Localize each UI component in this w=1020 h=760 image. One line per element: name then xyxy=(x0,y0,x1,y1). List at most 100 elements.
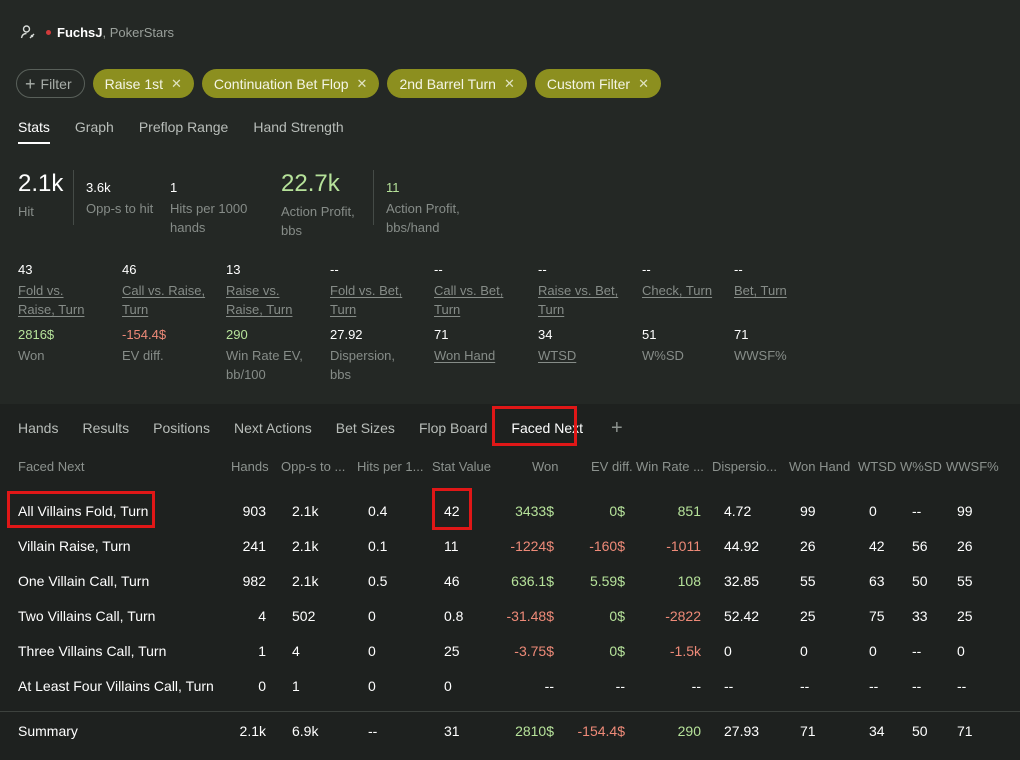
stat-label-link[interactable]: Bet, Turn xyxy=(734,283,787,298)
close-icon[interactable]: ✕ xyxy=(638,75,649,91)
table-cell: 0.1 xyxy=(368,538,388,554)
row-label[interactable]: All Villains Fold, Turn xyxy=(18,503,149,519)
column-header[interactable]: Hits per 1... xyxy=(357,459,424,474)
table-cell: 1 xyxy=(292,678,300,694)
stat-value: 290 xyxy=(226,327,248,342)
table-cell: 42 xyxy=(444,503,460,519)
stat-cell[interactable]: -- Call vs. Bet, Turn xyxy=(434,262,538,319)
table-cell: 34 xyxy=(869,723,885,739)
tab-bet-sizes[interactable]: Bet Sizes xyxy=(335,420,395,436)
close-icon[interactable]: ✕ xyxy=(503,75,515,91)
column-header[interactable]: Faced Next xyxy=(18,459,85,474)
add-filter-label: Filter xyxy=(40,75,72,92)
table-cell: 0$ xyxy=(609,608,625,624)
column-header[interactable]: Won xyxy=(532,459,559,474)
stat-label-link[interactable]: Fold vs. xyxy=(18,283,64,298)
stat-label-link[interactable]: Turn xyxy=(538,302,565,317)
stat-cell[interactable]: -- Raise vs. Bet, Turn xyxy=(538,262,642,319)
stat-value: 46 xyxy=(122,262,137,277)
stat-label-link[interactable]: Turn xyxy=(330,302,357,317)
tab-results[interactable]: Results xyxy=(82,420,130,436)
stat-label-link[interactable]: WTSD xyxy=(538,348,577,363)
stat-cell[interactable]: 43 Fold vs. Raise, Turn xyxy=(18,262,122,319)
stat-label-link[interactable]: Turn xyxy=(434,302,461,317)
table-cell: 2.1k xyxy=(239,723,266,739)
table-cell: 2.1k xyxy=(292,538,319,554)
stat-cell[interactable]: 13 Raise vs. Raise, Turn xyxy=(226,262,330,319)
stat-label-link[interactable]: Raise vs. Bet, xyxy=(538,283,619,298)
column-header[interactable]: Dispersio... xyxy=(712,459,778,474)
stat-cell[interactable]: 34 WTSD xyxy=(538,327,642,384)
column-header[interactable]: Won Hand xyxy=(789,459,851,474)
filter-chip[interactable]: 2nd Barrel Turn ✕ xyxy=(387,69,527,98)
column-header[interactable]: Opp-s to ... xyxy=(281,459,346,474)
stat-cell[interactable]: 46 Call vs. Raise, Turn xyxy=(122,262,226,319)
filter-chip[interactable]: Continuation Bet Flop ✕ xyxy=(201,69,380,98)
table-cell: 32.85 xyxy=(724,573,760,589)
stat-label-link[interactable]: Check, Turn xyxy=(642,283,713,298)
stat-label: Dispersion, xyxy=(330,348,396,363)
table-cell: 2.1k xyxy=(292,503,319,519)
stat-cell[interactable]: -- Fold vs. Bet, Turn xyxy=(330,262,434,319)
table-cell: -- xyxy=(869,678,879,694)
tab-stats[interactable]: Stats xyxy=(18,119,50,144)
close-icon[interactable]: ✕ xyxy=(171,75,182,91)
stat-cell[interactable]: -- Bet, Turn xyxy=(734,262,838,319)
row-label[interactable]: Villain Raise, Turn xyxy=(18,538,131,554)
table-cell: 31 xyxy=(444,723,460,739)
tab-preflop-range[interactable]: Preflop Range xyxy=(138,119,229,135)
stat-value: 51 xyxy=(642,327,657,342)
stat-label-link[interactable]: Raise, Turn xyxy=(18,302,85,317)
row-label[interactable]: Two Villains Call, Turn xyxy=(18,608,156,624)
column-header[interactable]: WWSF% xyxy=(946,459,999,474)
row-label[interactable]: At Least Four Villains Call, Turn xyxy=(18,678,214,694)
row-label[interactable]: One Villain Call, Turn xyxy=(18,573,150,589)
table-cell: 3433$ xyxy=(515,503,554,519)
table-cell: 55 xyxy=(800,573,816,589)
table-cell: 0 xyxy=(869,503,877,519)
stat-label-link[interactable]: Fold vs. Bet, xyxy=(330,283,403,298)
stat-value: -- xyxy=(330,262,339,277)
tab-flop-board[interactable]: Flop Board xyxy=(418,420,488,436)
stat-label: W%SD xyxy=(642,348,684,363)
column-header[interactable]: Win Rate ... xyxy=(636,459,704,474)
stat-label-link[interactable]: Call vs. Raise, xyxy=(122,283,206,298)
plus-icon[interactable]: + xyxy=(611,416,623,439)
stat-cell[interactable]: -- Check, Turn xyxy=(642,262,734,319)
column-header[interactable]: WTSD xyxy=(858,459,897,474)
tab-positions[interactable]: Positions xyxy=(153,420,210,436)
row-label[interactable]: Three Villains Call, Turn xyxy=(18,643,167,659)
breakdown-panel xyxy=(0,404,1020,760)
tab-faced-next[interactable]: Faced Next xyxy=(511,420,584,436)
summary-label[interactable]: Summary xyxy=(18,723,78,739)
stat-cell: 71 WWSF% xyxy=(734,327,838,384)
stat-label-link[interactable]: Turn xyxy=(122,302,149,317)
table-cell: 0 xyxy=(444,678,452,694)
table-cell: 0$ xyxy=(609,643,625,659)
column-header[interactable]: W%SD xyxy=(900,459,942,474)
user-edit-icon[interactable] xyxy=(20,24,36,40)
add-filter-button[interactable]: + Filter xyxy=(16,69,85,98)
column-header[interactable]: EV diff. xyxy=(591,459,633,474)
stat-cell[interactable]: 71 Won Hand xyxy=(434,327,538,384)
stat-label-link[interactable]: Raise, Turn xyxy=(226,302,293,317)
stat-label-link[interactable]: Raise vs. xyxy=(226,283,280,298)
kpi-label: Action Profit, xyxy=(386,201,460,216)
stat-value: 2816$ xyxy=(18,327,55,342)
tab-hand-strength[interactable]: Hand Strength xyxy=(253,119,344,135)
table-cell: 26 xyxy=(957,538,973,554)
filter-chip[interactable]: Custom Filter ✕ xyxy=(534,69,661,98)
column-header[interactable]: Hands xyxy=(231,459,269,474)
table-cell: 42 xyxy=(869,538,885,554)
tab-next-actions[interactable]: Next Actions xyxy=(233,420,312,436)
table-cell: -- xyxy=(724,678,734,694)
filter-chip[interactable]: Raise 1st ✕ xyxy=(92,69,194,98)
stat-label-link[interactable]: Won Hand xyxy=(434,348,496,363)
stat-label-link[interactable]: Call vs. Bet, xyxy=(434,283,504,298)
tab-graph[interactable]: Graph xyxy=(74,119,114,135)
close-icon[interactable]: ✕ xyxy=(356,75,368,91)
player-name[interactable]: FuchsJ xyxy=(57,24,103,40)
tab-hands[interactable]: Hands xyxy=(18,420,59,436)
kpi-label: hands xyxy=(170,220,206,235)
column-header[interactable]: Stat Value xyxy=(432,459,492,474)
